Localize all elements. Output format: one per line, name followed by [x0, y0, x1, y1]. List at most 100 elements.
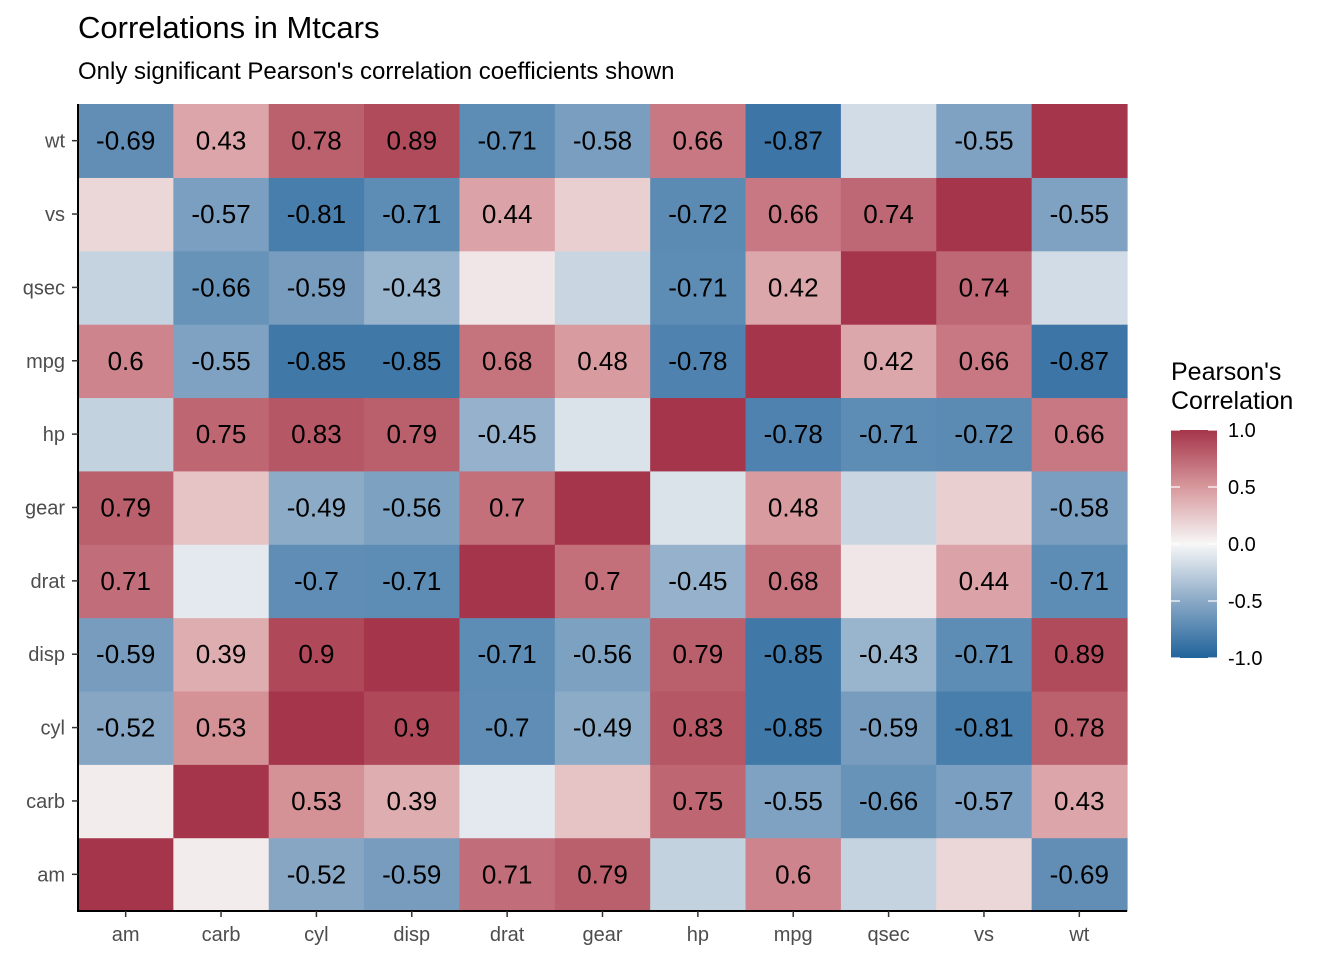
- heatmap-cell-mpg-drat: [459, 324, 556, 399]
- cell-value-label: 0.66: [959, 346, 1010, 376]
- heatmap-cell-am-disp: [364, 837, 461, 912]
- heatmap-cell-carb-hp: [650, 764, 747, 839]
- cell-value-label: -0.78: [764, 419, 823, 449]
- heatmap-cell-drat-cyl: [268, 544, 365, 619]
- heatmap-cell-mpg-hp: [650, 324, 747, 399]
- heatmap-cell-gear-gear: [554, 470, 651, 545]
- cell-value-label: -0.59: [382, 859, 441, 889]
- heatmap-cell-hp-am: [78, 397, 174, 472]
- cell-value-label: -0.78: [668, 346, 727, 376]
- heatmap-cell-cyl-gear: [554, 690, 651, 765]
- cell-value-label: 0.6: [775, 859, 811, 889]
- heatmap-cell-hp-drat: [459, 397, 556, 472]
- heatmap-cell-carb-wt: [1031, 764, 1128, 839]
- cell-value-label: 0.83: [673, 713, 724, 743]
- x-tick-label-vs: vs: [974, 924, 994, 946]
- heatmap-cell-carb-am: [78, 764, 174, 839]
- cell-value-label: -0.55: [764, 786, 823, 816]
- heatmap-cell-gear-vs: [936, 470, 1033, 545]
- heatmap-cell-cyl-am: [78, 690, 174, 765]
- cell-value-label: 0.44: [959, 566, 1010, 596]
- cell-value-label: 0.78: [1054, 713, 1105, 743]
- cell-value-label: -0.81: [287, 199, 346, 229]
- x-tick-label-qsec: qsec: [867, 924, 909, 946]
- heatmap-cell-disp-drat: [459, 617, 556, 692]
- cell-value-label: -0.57: [191, 199, 250, 229]
- heatmap-cell-gear-qsec: [840, 470, 937, 545]
- heatmap-cell-wt-qsec: [840, 104, 937, 178]
- heatmap-cell-mpg-wt: [1031, 324, 1128, 399]
- heatmap-cell-carb-qsec: [840, 764, 937, 839]
- x-tick-label-gear: gear: [582, 924, 622, 946]
- heatmap-cell-labels: -0.52 -0.59 0.71 0.79 0.6 -0.69 0.53 0.39 0.75 -0…: [96, 126, 1109, 890]
- cell-value-label: -0.71: [382, 199, 441, 229]
- heatmap-cell-disp-gear: [554, 617, 651, 692]
- heatmap-cell-disp-cyl: [268, 617, 365, 692]
- heatmap-cell-hp-disp: [364, 397, 461, 472]
- cell-value-label: 0.78: [291, 126, 342, 156]
- heatmap-cell-drat-carb: [173, 544, 270, 619]
- heatmap-cell-wt-am: [78, 104, 174, 178]
- heatmap-cell-drat-qsec: [840, 544, 937, 619]
- heatmap-cell-disp-carb: [173, 617, 270, 692]
- x-tick-label-hp: hp: [687, 924, 709, 946]
- y-tick-label-gear: gear: [25, 498, 65, 520]
- y-tick-label-qsec: qsec: [23, 277, 65, 299]
- cell-value-label: 0.43: [1054, 786, 1105, 816]
- heatmap-cell-wt-cyl: [268, 104, 365, 178]
- y-tick-label-wt: wt: [44, 131, 65, 153]
- cell-value-label: 0.42: [768, 272, 819, 302]
- cell-value-label: 0.48: [577, 346, 628, 376]
- cell-value-label: -0.85: [382, 346, 441, 376]
- y-tick-label-am: am: [37, 864, 65, 886]
- cell-value-label: -0.71: [668, 272, 727, 302]
- cell-value-label: -0.71: [478, 639, 537, 669]
- heatmap-cell-am-mpg: [745, 837, 842, 912]
- heatmap-cell-carb-mpg: [745, 764, 842, 839]
- heatmap-cell-wt-vs: [936, 104, 1033, 178]
- heatmap-cell-qsec-wt: [1031, 250, 1128, 325]
- x-tick-label-disp: disp: [393, 924, 430, 946]
- heatmap-cell-am-hp: [650, 837, 747, 912]
- cell-value-label: -0.71: [382, 566, 441, 596]
- heatmap-cell-gear-am: [78, 470, 174, 545]
- heatmap-axes: am carb cyl disp drat gear hp mpg qsec vs wt am carb…: [23, 104, 1127, 946]
- cell-value-label: -0.69: [96, 126, 155, 156]
- cell-value-label: 0.39: [196, 639, 247, 669]
- heatmap-cell-hp-hp: [650, 397, 747, 472]
- x-tick-label-am: am: [112, 924, 140, 946]
- cell-value-label: 0.89: [386, 126, 437, 156]
- cell-value-label: 0.53: [196, 713, 247, 743]
- heatmap-cell-vs-gear: [554, 177, 651, 252]
- heatmap-cell-wt-gear: [554, 104, 651, 178]
- heatmap-cell-cyl-cyl: [268, 690, 365, 765]
- heatmap-cell-disp-qsec: [840, 617, 937, 692]
- heatmap-cell-vs-cyl: [268, 177, 365, 252]
- heatmap-cell-hp-cyl: [268, 397, 365, 472]
- cell-value-label: 0.71: [100, 566, 151, 596]
- cell-value-label: -0.7: [485, 713, 530, 743]
- heatmap-cell-cyl-carb: [173, 690, 270, 765]
- cell-value-label: 0.66: [673, 126, 724, 156]
- cell-value-label: -0.66: [191, 272, 250, 302]
- heatmap-cell-hp-gear: [554, 397, 651, 472]
- cell-value-label: -0.71: [859, 419, 918, 449]
- heatmap-cell-cyl-wt: [1031, 690, 1128, 765]
- legend-tick-label: -0.5: [1228, 591, 1262, 613]
- heatmap-cell-qsec-am: [78, 250, 174, 325]
- cell-value-label: -0.55: [954, 126, 1013, 156]
- chart-title: Correlations in Mtcars: [78, 10, 380, 45]
- cell-value-label: -0.45: [478, 419, 537, 449]
- heatmap-cell-drat-gear: [554, 544, 651, 619]
- heatmap-cell-hp-qsec: [840, 397, 937, 472]
- cell-value-label: -0.56: [382, 493, 441, 523]
- heatmap-cell-gear-mpg: [745, 470, 842, 545]
- cell-value-label: -0.43: [382, 272, 441, 302]
- y-tick-label-disp: disp: [28, 644, 65, 666]
- cell-value-label: 0.66: [768, 199, 819, 229]
- cell-value-label: 0.74: [959, 272, 1010, 302]
- heatmap-cell-vs-am: [78, 177, 174, 252]
- cell-value-label: -0.85: [764, 713, 823, 743]
- heatmap-cell-carb-vs: [936, 764, 1033, 839]
